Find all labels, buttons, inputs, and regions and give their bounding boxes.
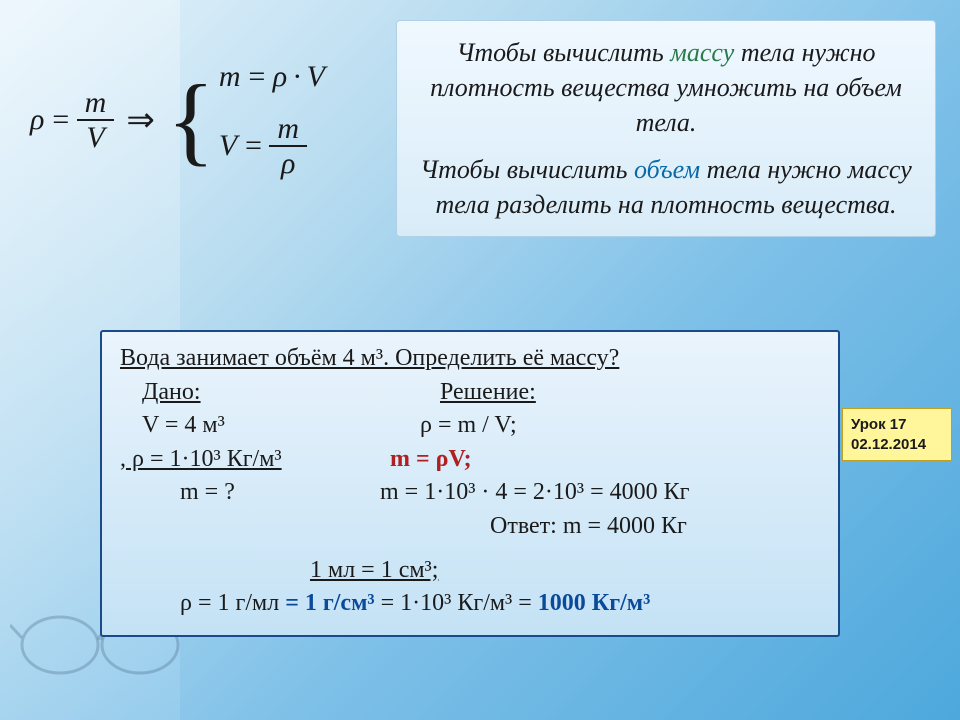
rules-text-box: Чтобы вычислить массу тела нужно плотнос… <box>396 20 936 237</box>
case2-den: ρ <box>273 147 303 180</box>
rule-mass: Чтобы вычислить массу тела нужно плотнос… <box>417 35 915 140</box>
answer-line: Ответ: m = 4000 Кг <box>120 510 820 544</box>
case1-v: V <box>307 60 325 94</box>
given-density: , ρ = 1·10³ Кг/м³ <box>120 443 380 477</box>
find-mass: m = ? <box>120 476 380 510</box>
denominator-v: V <box>78 121 112 154</box>
given-volume: V = 4 м³ <box>120 409 380 443</box>
cases-list: m = ρ · V V = m ρ <box>219 60 325 180</box>
given-label: Дано: <box>120 376 380 410</box>
rule2-a: Чтобы вычислить <box>420 155 634 184</box>
symbol-eq: = <box>50 103 70 137</box>
rule1-highlight: массу <box>670 38 734 67</box>
conv2-a: ρ = 1 г/мл <box>180 590 285 616</box>
numerator-m: m <box>77 86 115 121</box>
solution-label: Решение: <box>380 376 820 410</box>
conversion-ml-cm3: 1 мл = 1 см³; <box>120 554 820 588</box>
rho-equals-m-over-v: ρ = m V <box>30 86 114 154</box>
row-1: V = 4 м³ ρ = m / V; <box>120 409 820 443</box>
case1-dot: · <box>293 60 301 94</box>
conversion-density: ρ = 1 г/мл = 1 г/см³ = 1·10³ Кг/м³ = 100… <box>120 587 820 621</box>
implies-arrow: ⇒ <box>126 100 155 140</box>
case1-m: m <box>219 60 241 94</box>
lesson-number: Урок 17 <box>851 415 943 435</box>
solution-mass-formula: m = ρV; <box>380 443 820 477</box>
case-volume: V = m ρ <box>219 112 325 180</box>
case-mass: m = ρ · V <box>219 60 325 94</box>
problem-question: Вода занимает объём 4 м³. Определить её … <box>120 342 820 376</box>
case1-rho: ρ <box>273 60 287 94</box>
rule-volume: Чтобы вычислить объем тела нужно массу т… <box>417 152 915 222</box>
case2-eq: = <box>243 129 263 163</box>
lesson-note: Урок 17 02.12.2014 <box>842 408 952 461</box>
solution-calculation: m = 1·10³ · 4 = 2·10³ = 4000 Кг <box>380 476 820 510</box>
row-2: , ρ = 1·10³ Кг/м³ m = ρV; <box>120 443 820 477</box>
problem-box: Вода занимает объём 4 м³. Определить её … <box>100 330 840 637</box>
rule2-highlight: объем <box>634 155 700 184</box>
labels-row: Дано: Решение: <box>120 376 820 410</box>
row-3: m = ? m = 1·10³ · 4 = 2·10³ = 4000 Кг <box>120 476 820 510</box>
conv2-d: 1000 Кг/м³ <box>538 590 651 616</box>
symbol-rho: ρ <box>30 103 44 137</box>
fraction-m-v: m V <box>77 86 115 154</box>
conv2-c: = 1·10³ Кг/м³ = <box>375 590 538 616</box>
cases-brace: { m = ρ · V V = m ρ <box>167 60 325 180</box>
density-formula: ρ = m V ⇒ { m = ρ · V V = m ρ <box>30 60 370 180</box>
conv2-b: = 1 г/см³ <box>285 590 374 616</box>
case2-num: m <box>269 112 307 147</box>
solution-density-formula: ρ = m / V; <box>380 409 820 443</box>
fraction-m-rho: m ρ <box>269 112 307 180</box>
left-brace-icon: { <box>167 85 215 155</box>
lesson-date: 02.12.2014 <box>851 435 943 455</box>
case2-v: V <box>219 129 237 163</box>
case1-eq: = <box>247 60 267 94</box>
rule1-a: Чтобы вычислить <box>456 38 670 67</box>
